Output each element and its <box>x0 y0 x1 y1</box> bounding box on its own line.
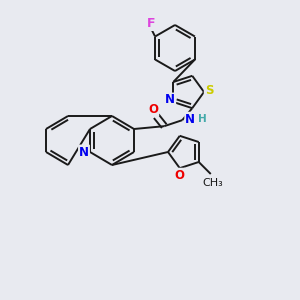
Text: S: S <box>205 85 213 98</box>
Text: N: N <box>165 94 175 106</box>
Text: N: N <box>185 113 195 126</box>
Text: N: N <box>79 146 89 158</box>
Text: H: H <box>198 114 207 124</box>
Text: CH₃: CH₃ <box>202 178 223 188</box>
Text: F: F <box>147 17 155 30</box>
Text: O: O <box>175 169 185 182</box>
Text: O: O <box>148 103 158 116</box>
